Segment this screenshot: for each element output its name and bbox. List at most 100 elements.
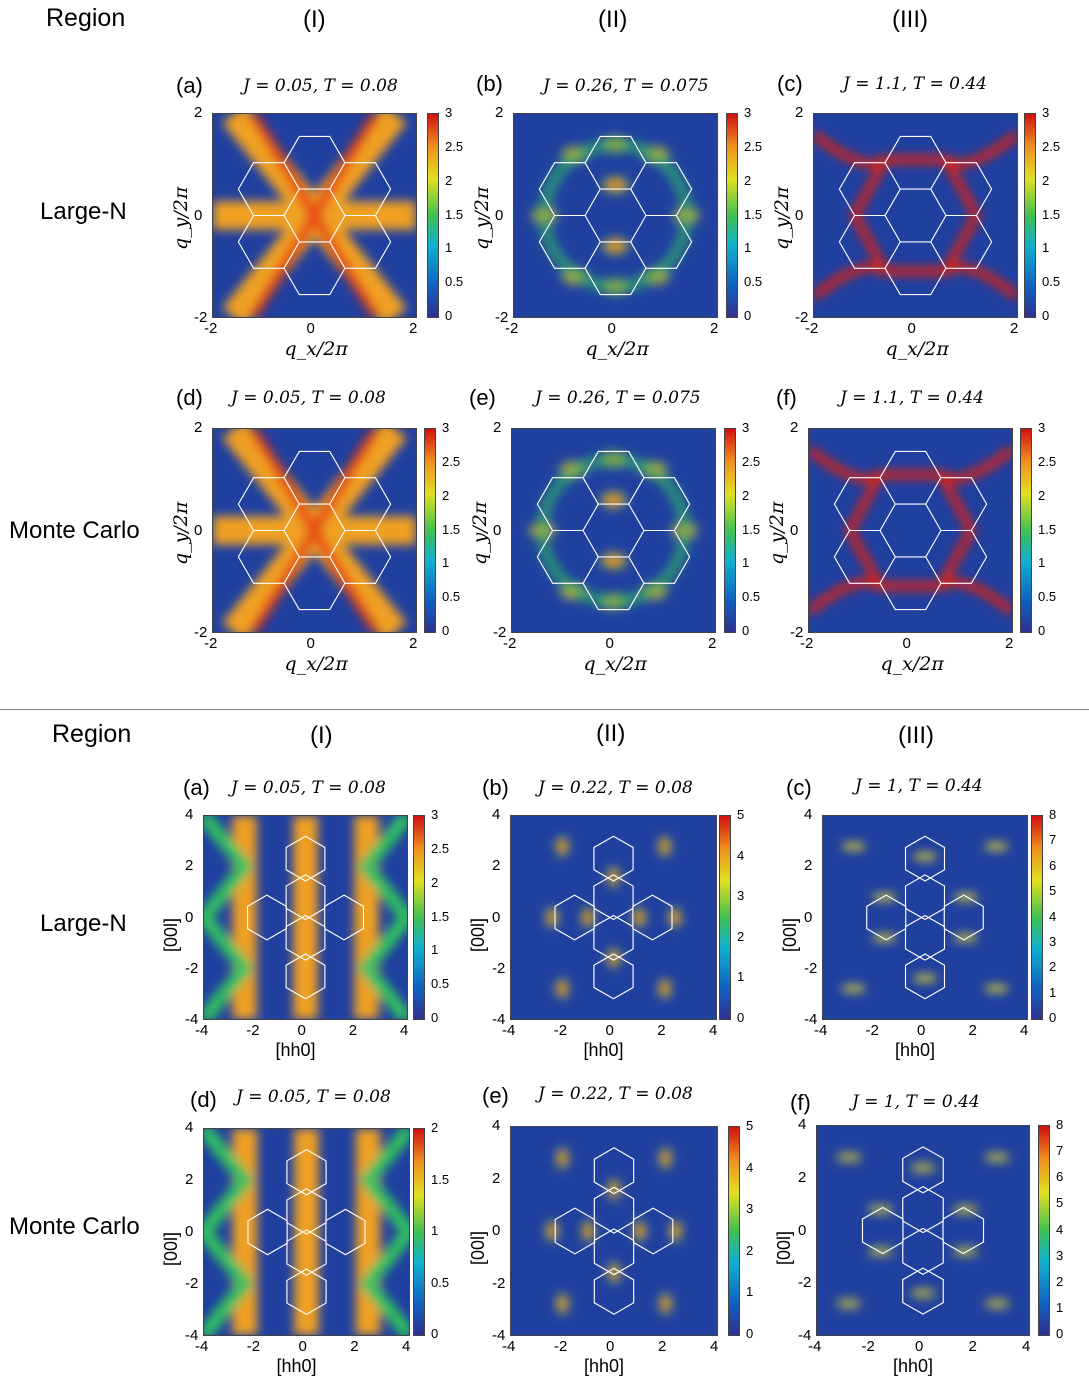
bottom-panel-2-y-tick: -2 (804, 959, 818, 977)
top-panel-1-label: (b) (476, 71, 503, 96)
top-panel-0-ylabel: q_y/2π (170, 186, 192, 250)
top-panel-2-xlabel: q_x/2π (885, 338, 949, 360)
top-row-large-n: Large-N (40, 198, 127, 225)
bottom-panel-2-x-tick: -4 (814, 1022, 828, 1039)
bottom-panel-3-y-tick: -2 (185, 1275, 199, 1292)
bottom-panel-1-heatmap (510, 815, 717, 1020)
top-panel-4-cb-tick: 1.5 (742, 521, 761, 537)
top-panel-5-xlabel: q_x/2π (880, 653, 944, 675)
bottom-panel-5-ylabel: [00l] (774, 1230, 794, 1265)
top-panel-3-cb-tick: 1 (442, 555, 450, 571)
top-panel-0-cb-tick: 2.5 (445, 138, 464, 154)
top-panel-5-heatmap (808, 428, 1013, 633)
bottom-panel-3-ylabel: [00l] (161, 1231, 181, 1266)
top-panel-2-title: J = 1.1, T = 0.44 (843, 74, 987, 94)
top-panel-5-x-tick: 2 (1005, 635, 1014, 652)
bottom-panel-4-x-tick: 0 (606, 1338, 615, 1355)
top-panel-1-cb-tick: 2.5 (744, 138, 763, 154)
bottom-panel-5-colorbar (1038, 1125, 1050, 1336)
top-panel-4-x-tick: 0 (605, 635, 614, 652)
top-panel-3-x-tick: 0 (306, 635, 315, 652)
figure-divider (0, 709, 1089, 710)
top-panel-0-xlabel: q_x/2π (284, 338, 348, 360)
bottom-panel-4-y-tick: -4 (492, 1327, 506, 1344)
bottom-panel-5-heatmap (816, 1125, 1030, 1336)
top-panel-5-cb-tick: 2.5 (1038, 453, 1057, 469)
bottom-panel-5-y-tick: 4 (798, 1116, 807, 1133)
bottom-panel-0-cb-tick: 2 (431, 874, 439, 890)
top-panel-1-x-tick: -2 (505, 320, 519, 337)
bottom-panel-2-y-tick: 0 (804, 908, 813, 926)
top-panel-0-y-tick: 0 (194, 206, 203, 224)
top-panel-0-cb-tick: 0.5 (445, 274, 464, 290)
bottom-panel-0-x-tick: 0 (297, 1022, 306, 1039)
bottom-panel-3-x-tick: -2 (246, 1338, 261, 1355)
bottom-panel-2-x-tick: 0 (917, 1022, 926, 1039)
top-panel-2-heatmap (813, 113, 1018, 318)
top-panel-2-cb-tick: 2 (1042, 172, 1050, 188)
top-panel-3-cb-tick: 1.5 (442, 521, 461, 537)
top-panel-1-x-tick: 0 (607, 320, 616, 337)
bottom-row-large-n: Large-N (40, 910, 127, 937)
top-panel-5-cb-tick: 0 (1038, 623, 1046, 638)
top-panel-1-cb-tick: 1 (744, 240, 752, 256)
top-panel-0-x-tick: -2 (204, 320, 218, 337)
bottom-panel-0-cb-tick: 2.5 (431, 840, 450, 856)
bottom-panel-2-cb-tick: 0 (1049, 1010, 1057, 1025)
bottom-panel-5-cb-tick: 1 (1056, 1299, 1064, 1315)
top-panel-5-cb-tick: 2 (1038, 487, 1046, 503)
bottom-panel-1-cb-tick: 2 (737, 928, 745, 944)
top-panel-1-y-tick: 0 (495, 206, 504, 224)
bottom-col-2: (II) (596, 720, 626, 747)
bottom-panel-4-x-tick: 2 (658, 1338, 667, 1355)
top-panel-1-y-tick: 2 (495, 104, 504, 121)
bottom-panel-0-y-tick: -2 (185, 959, 199, 977)
bottom-panel-2-x-tick: -2 (865, 1022, 879, 1039)
bottom-panel-2-cb-tick: 5 (1049, 883, 1057, 899)
top-panel-0-title: J = 0.05, T = 0.08 (243, 76, 398, 96)
bottom-panel-3-cb-tick: 0.5 (431, 1274, 450, 1290)
top-panel-4-title: J = 0.26, T = 0.075 (535, 388, 701, 408)
top-panel-1-y-tick: -2 (495, 309, 509, 326)
top-panel-1-ylabel: q_y/2π (471, 186, 493, 250)
bottom-panel-3-title: J = 0.05, T = 0.08 (236, 1087, 391, 1107)
bottom-panel-0-y-tick: 4 (185, 806, 194, 823)
top-panel-3-y-tick: -2 (194, 624, 208, 641)
bottom-panel-0-x-tick: 2 (348, 1022, 358, 1039)
top-panel-3-y-tick: 2 (194, 419, 203, 436)
top-panel-1-title: J = 0.26, T = 0.075 (543, 76, 709, 96)
top-panel-4-y-tick: 2 (493, 419, 502, 436)
bottom-panel-0-x-tick: -2 (246, 1022, 260, 1039)
bottom-panel-2-cb-tick: 2 (1049, 959, 1057, 975)
bottom-panel-5-cb-tick: 8 (1056, 1117, 1064, 1132)
bottom-panel-3-y-tick: 0 (185, 1223, 194, 1240)
top-panel-0-x-tick: 2 (409, 320, 418, 337)
bottom-panel-5-cb-tick: 3 (1056, 1247, 1064, 1263)
top-region-label: Region (46, 4, 126, 32)
top-panel-2-x-tick: 0 (907, 320, 916, 337)
bottom-panel-2-ylabel: [00l] (780, 917, 800, 952)
top-panel-1-cb-tick: 3 (744, 105, 752, 120)
top-panel-3-cb-tick: 2 (442, 487, 450, 503)
top-panel-5-ylabel: q_y/2π (766, 501, 788, 565)
top-panel-3-heatmap (212, 428, 417, 633)
top-panel-1-cb-tick: 2 (744, 172, 752, 188)
top-panel-4-cb-tick: 3 (742, 420, 750, 435)
top-panel-4-xlabel: q_x/2π (583, 653, 647, 675)
top-panel-2-label: (c) (777, 71, 803, 96)
bottom-panel-2-x-tick: 4 (1020, 1022, 1029, 1039)
top-panel-2-y-tick: 2 (795, 104, 804, 121)
bottom-panel-4-x-tick: -2 (554, 1338, 568, 1355)
top-panel-0-cb-tick: 1.5 (445, 206, 464, 222)
top-panel-5-colorbar (1020, 428, 1032, 633)
bottom-panel-3-y-tick: -4 (185, 1327, 199, 1344)
bottom-panel-0-y-tick: 2 (185, 857, 194, 875)
bottom-panel-1-title: J = 0.22, T = 0.08 (538, 778, 693, 798)
bottom-panel-2-cb-tick: 3 (1049, 933, 1057, 949)
top-panel-2-cb-tick: 1.5 (1042, 206, 1061, 222)
bottom-panel-4-xlabel: [hh0] (584, 1356, 625, 1376)
top-panel-4-x-tick: 2 (708, 635, 717, 652)
bottom-panel-2-cb-tick: 8 (1049, 807, 1057, 822)
top-panel-5-y-tick: 0 (790, 521, 799, 539)
top-panel-2-cb-tick: 1 (1042, 240, 1050, 256)
